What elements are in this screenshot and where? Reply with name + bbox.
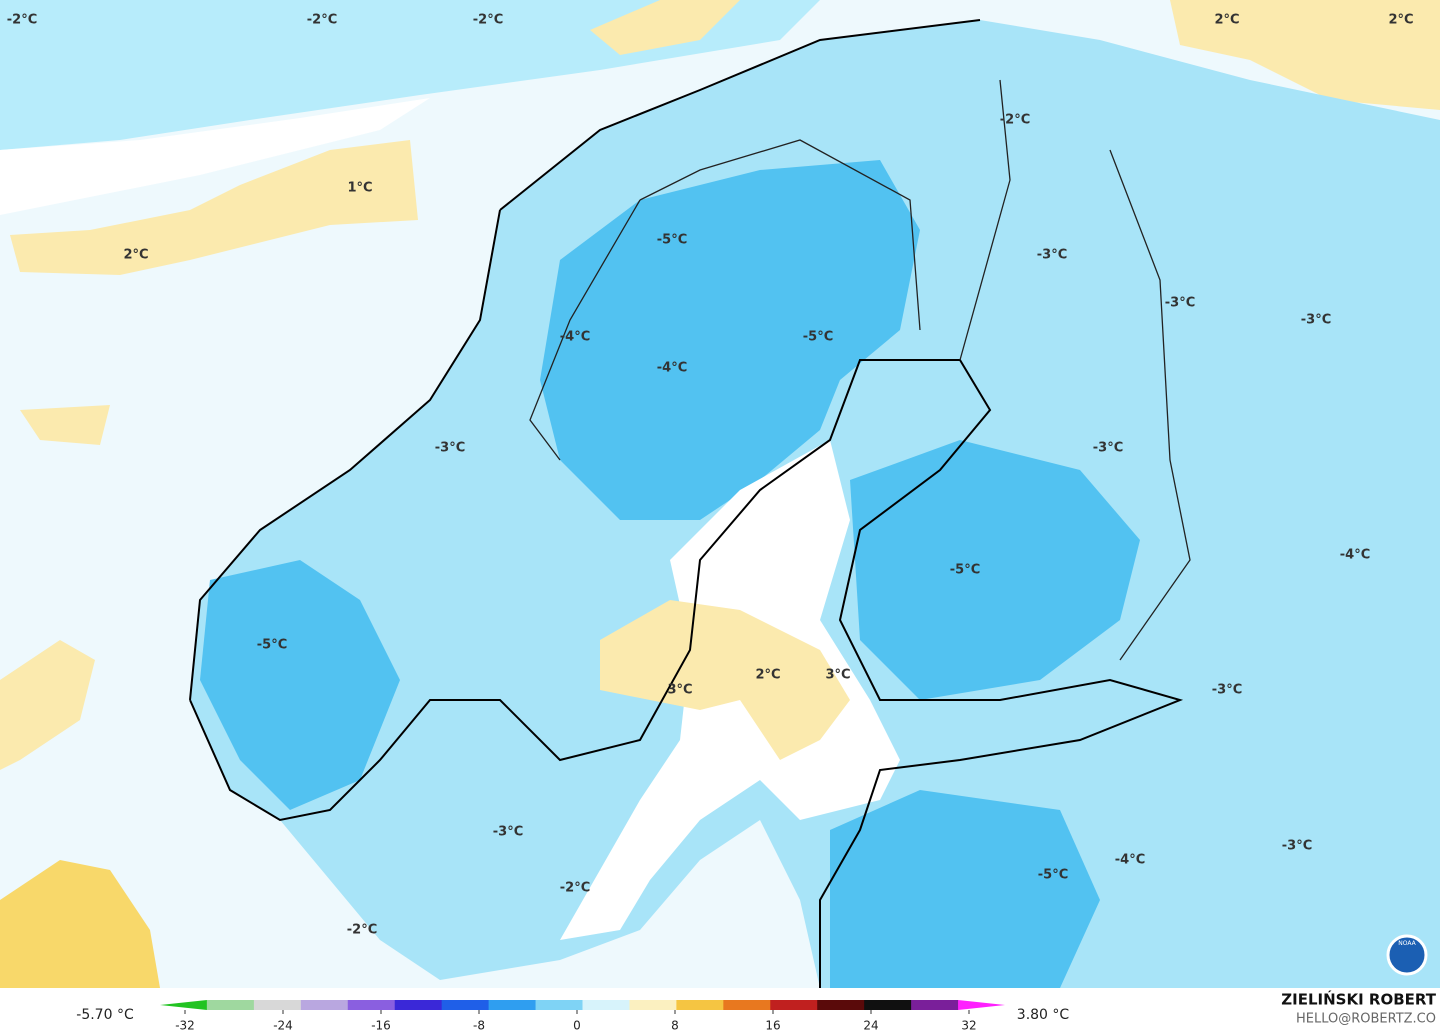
contour-label: -2°C <box>307 13 337 28</box>
contour-labels: -2°C -2°C -2°C 2°C 2°C 1°C 2°C -2°C -5°C -3°C -3°C… <box>7 13 1414 938</box>
contour-label: -4°C <box>1115 853 1145 868</box>
land-very-cold <box>850 440 1140 700</box>
land-very-cold <box>200 560 400 810</box>
colorbar-tick-label: 0 <box>573 1019 581 1033</box>
warm-zone <box>590 0 740 55</box>
contour-label: 1°C <box>347 181 372 196</box>
colorbar: -32 -24 -16 -8 0 8 16 24 32 <box>160 1000 1005 1033</box>
colorbar-tick-label: -24 <box>273 1019 293 1033</box>
warm-zone <box>0 860 160 988</box>
contour-label: 2°C <box>755 668 780 683</box>
warm-zone <box>1170 0 1440 110</box>
colorbar-tick-label: -16 <box>371 1019 391 1033</box>
colorbar-segment <box>253 1000 302 1010</box>
map: -2°C -2°C -2°C 2°C 2°C 1°C 2°C -2°C -5°C -3°C -3°C… <box>0 0 1440 988</box>
email: HELLO@ROBERTZ.CO <box>1296 1012 1436 1027</box>
colorbar-tick-label: 24 <box>863 1019 878 1033</box>
contour-label: 2°C <box>1214 13 1239 28</box>
colorbar-cap <box>160 1000 207 1010</box>
logo-text: NOAA <box>1398 940 1416 947</box>
colorbar-tick-label: 32 <box>961 1019 976 1033</box>
colorbar-tick-label: 16 <box>765 1019 780 1033</box>
border <box>529 79 1191 661</box>
contour-label: -5°C <box>950 563 980 578</box>
colorbar-tick-label: -32 <box>175 1019 195 1033</box>
contour-label: -5°C <box>803 330 833 345</box>
contour-label: 2°C <box>123 248 148 263</box>
contour-label: -4°C <box>657 361 687 376</box>
contour-label: -3°C <box>493 825 523 840</box>
warm-zone <box>600 600 850 760</box>
contour-label: -2°C <box>347 923 377 938</box>
warm-zone <box>0 640 95 770</box>
contour-label: -4°C <box>1340 548 1370 563</box>
contour-label: -2°C <box>7 13 37 28</box>
colorbar-segment <box>629 1000 677 1010</box>
colorbar-segment <box>394 1000 443 1010</box>
colorbar-segment <box>911 1000 959 1010</box>
contour-label: -3°C <box>1037 248 1067 263</box>
colorbar-segment <box>817 1000 865 1010</box>
colorbar-cap <box>958 1000 1005 1010</box>
warm-zone <box>10 140 418 275</box>
contour-label: 3°C <box>825 668 850 683</box>
colorbar-segment <box>864 1000 912 1010</box>
contour-label: -3°C <box>1301 313 1331 328</box>
colorbar-segment <box>535 1000 583 1010</box>
contour-label: -3°C <box>1093 441 1123 456</box>
colorbar-segment <box>347 1000 396 1010</box>
colorbar-segment <box>676 1000 724 1010</box>
contour-label: 3°C <box>667 683 692 698</box>
contour-label: -3°C <box>1165 296 1195 311</box>
land-very-cold <box>830 790 1100 988</box>
max-label: 3.80 °C <box>1017 1007 1070 1023</box>
colorbar-tick-label: -8 <box>473 1019 485 1033</box>
colorbar-segment <box>300 1000 349 1010</box>
contour-label: -5°C <box>657 233 687 248</box>
contour-label: -2°C <box>1000 113 1030 128</box>
min-label: -5.70 °C <box>76 1007 134 1023</box>
contour-label: -2°C <box>560 881 590 896</box>
contour-label: -4°C <box>560 330 590 345</box>
warm-zone <box>20 405 110 445</box>
colorbar-segment <box>441 1000 490 1010</box>
colorbar-segment <box>723 1000 771 1010</box>
author: ZIELIŃSKI ROBERT <box>1281 990 1436 1009</box>
contour-label: -5°C <box>1038 868 1068 883</box>
colorbar-segment <box>206 1000 255 1010</box>
contour-label: -3°C <box>1282 839 1312 854</box>
contour-label: 2°C <box>1388 13 1413 28</box>
colorbar-segment <box>488 1000 537 1010</box>
contour-label: -2°C <box>473 13 503 28</box>
colorbar-tick-label: 8 <box>671 1019 679 1033</box>
colorbar-segment <box>582 1000 630 1010</box>
land-very-cold <box>540 160 920 520</box>
colorbar-segment <box>770 1000 818 1010</box>
contour-label: -3°C <box>435 441 465 456</box>
contour-label: -5°C <box>257 638 287 653</box>
contour-label: -3°C <box>1212 683 1242 698</box>
noaa-logo <box>1386 934 1428 976</box>
neutral-zone <box>0 98 430 215</box>
